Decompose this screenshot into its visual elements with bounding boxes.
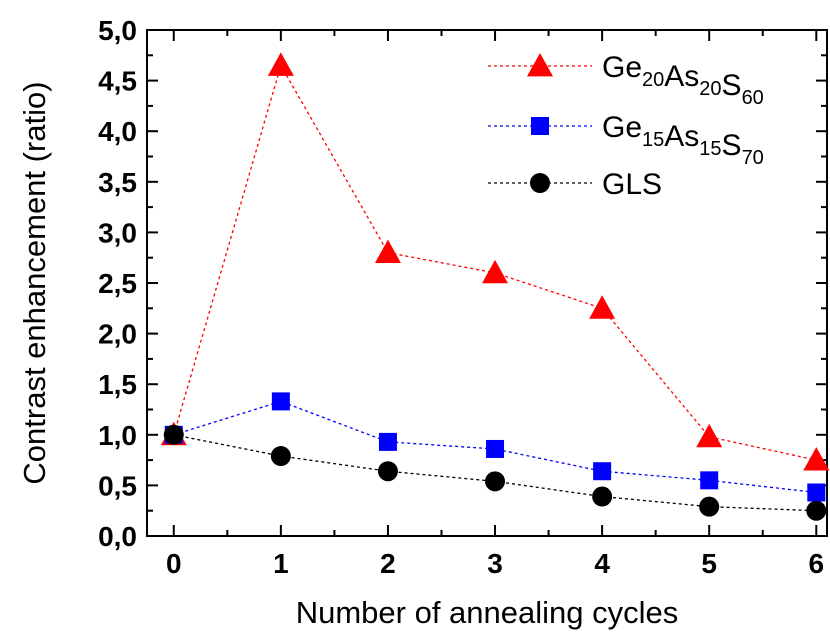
- x-tick-label: 1: [273, 548, 289, 579]
- y-tick-label: 3,5: [98, 167, 137, 198]
- data-point: [267, 52, 294, 76]
- data-point: [482, 259, 509, 284]
- y-tick-label: 0,5: [98, 470, 137, 501]
- legend-item: Ge20As20S60: [488, 51, 764, 109]
- y-tick-label: 0,0: [98, 521, 137, 552]
- x-tick-label: 6: [809, 548, 825, 579]
- data-point: [700, 471, 719, 490]
- y-tick-label: 2,0: [98, 319, 137, 350]
- data-point: [271, 392, 290, 411]
- data-point: [803, 447, 830, 471]
- data-point: [807, 483, 826, 502]
- data-point: [270, 446, 291, 467]
- x-tick-label: 4: [594, 548, 610, 579]
- y-tick-label: 3,0: [98, 217, 137, 248]
- data-point: [163, 424, 184, 445]
- x-tick-label: 2: [380, 548, 396, 579]
- data-point: [699, 496, 720, 517]
- data-point: [592, 486, 613, 507]
- y-axis-title: Contrast enhancement (ratio): [17, 81, 52, 484]
- y-tick-label: 1,5: [98, 369, 137, 400]
- series-circle: [163, 424, 827, 521]
- x-axis-title: Number of annealing cycles: [296, 595, 679, 630]
- y-tick-label: 5,0: [98, 15, 137, 46]
- legend-marker: [530, 173, 550, 193]
- data-point: [806, 500, 827, 521]
- y-tick-label: 4,0: [98, 116, 137, 147]
- data-point: [593, 462, 612, 481]
- data-point: [377, 461, 398, 482]
- x-tick-label: 0: [166, 548, 182, 579]
- y-tick-label: 2,5: [98, 268, 137, 299]
- data-point: [485, 471, 506, 492]
- x-tick-label: 5: [701, 548, 717, 579]
- data-point: [378, 432, 397, 451]
- legend-label: Ge15As15S70: [602, 111, 764, 169]
- legend-marker: [531, 117, 549, 135]
- data-point: [374, 239, 401, 264]
- legend-label: GLS: [602, 168, 662, 201]
- axis-ticks: 0 1 2 3 4 5 6 0,0 0,5 1,0 1,5 2,0 2,5 3,0 3,5 4,0 4,5 5,0: [98, 15, 827, 579]
- data-point: [696, 423, 723, 448]
- x-tick-label: 3: [487, 548, 503, 579]
- legend-marker: [527, 53, 553, 77]
- data-point: [589, 295, 616, 319]
- data-point: [486, 439, 505, 458]
- series-layer: [160, 52, 830, 521]
- legend-label: Ge20As20S60: [602, 51, 764, 109]
- legend-item: Ge15As15S70: [488, 111, 764, 169]
- y-tick-label: 4,5: [98, 66, 137, 97]
- y-tick-label: 1,0: [98, 420, 137, 451]
- legend-item: GLS: [488, 168, 662, 201]
